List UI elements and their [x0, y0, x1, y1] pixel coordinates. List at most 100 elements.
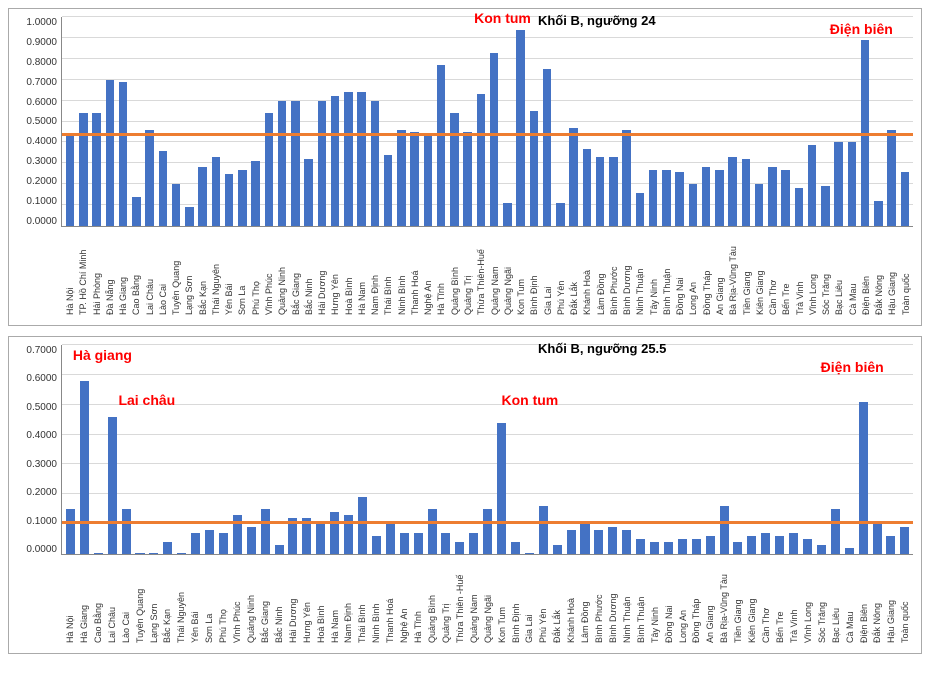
- bar-slot: [197, 17, 209, 226]
- bar-slot: [607, 17, 619, 226]
- bar: [463, 132, 472, 226]
- bar: [567, 530, 576, 554]
- x-tick-label: Kon Tum: [497, 555, 510, 645]
- x-tick-label: Hà Nam: [330, 555, 343, 645]
- y-tick-label: 0.3000: [26, 156, 57, 167]
- x-tick-label: Gia Lai: [524, 555, 537, 645]
- bar: [692, 539, 701, 554]
- bar: [135, 553, 144, 554]
- x-tick-label: Quảng Bình: [450, 227, 462, 317]
- x-tick-label: Đắk Lắk: [552, 555, 565, 645]
- bar: [874, 201, 883, 226]
- x-tick-label: Đà Nẵng: [105, 227, 117, 317]
- x-tick-label: Long An: [678, 555, 691, 645]
- x-tick-label: Trà Vinh: [795, 227, 807, 317]
- bar-slot: [64, 17, 76, 226]
- x-tick-label: Hà Tĩnh: [413, 555, 426, 645]
- bar: [702, 167, 711, 226]
- bar-slot: [329, 17, 341, 226]
- x-tick-label: Hà Nam: [357, 227, 369, 317]
- bar: [803, 539, 812, 554]
- bar-slot: [435, 17, 447, 226]
- x-tick-label: Thanh Hoá: [410, 227, 422, 317]
- x-tick-label: Tiền Giang: [742, 227, 754, 317]
- bar-slot: [872, 17, 884, 226]
- y-tick-label: 0.6000: [26, 373, 57, 384]
- x-tick-label: Bà Rịa-Vũng Tàu: [728, 227, 740, 317]
- bar-slot: [687, 17, 699, 226]
- bar-slot: [515, 17, 527, 226]
- x-tick-label: Hà Giang: [79, 555, 92, 645]
- bar: [569, 128, 578, 226]
- x-tick-label: Yên Bái: [190, 555, 203, 645]
- threshold-line: [62, 133, 913, 136]
- x-tick-label: Tuyên Quang: [135, 555, 148, 645]
- bar-slot: [740, 17, 752, 226]
- x-axis: Hà NộiHà GiangCao BằngLai ChâuLào CaiTuy…: [17, 555, 913, 645]
- bar: [205, 530, 214, 554]
- bar: [238, 170, 247, 226]
- bar: [664, 542, 673, 554]
- x-tick-label: Quảng Ninh: [246, 555, 259, 645]
- x-tick-label: Long An: [688, 227, 700, 317]
- bar: [106, 80, 115, 226]
- bar-slot: [674, 17, 686, 226]
- bar-slot: [780, 17, 792, 226]
- bar-slot: [422, 17, 434, 226]
- bar: [331, 96, 340, 226]
- x-tick-label: Hưng Yên: [330, 227, 342, 317]
- y-tick-label: 0.8000: [26, 57, 57, 68]
- bar: [886, 536, 895, 554]
- chart-body: 1.00000.90000.80000.70000.60000.50000.40…: [17, 17, 913, 227]
- bar: [689, 184, 698, 226]
- x-axis: Hà NộiTP. Hồ Chí MinhHải PhòngĐà NẵngHà …: [17, 227, 913, 317]
- chart-body: 0.70000.60000.50000.40000.30000.20000.10…: [17, 345, 913, 555]
- x-tick-label: Tây Ninh: [650, 555, 663, 645]
- charts-container: Khối B, ngưỡng 24Kon tumĐiện biên1.00000…: [8, 8, 922, 654]
- bar: [219, 533, 228, 554]
- x-tick-label: Quảng Nam: [490, 227, 502, 317]
- x-tick-label: Bắc Kạn: [162, 555, 175, 645]
- bar-slot: [660, 17, 672, 226]
- x-tick-label: Bình Thuận: [662, 227, 674, 317]
- y-tick-label: 0.1000: [26, 196, 57, 207]
- x-tick-label: Quảng Trị: [463, 227, 475, 317]
- bar: [834, 142, 843, 226]
- bar: [636, 193, 645, 226]
- bar: [675, 172, 684, 226]
- x-tick-label: Phú Yên: [538, 555, 551, 645]
- y-tick-label: 0.4000: [26, 136, 57, 147]
- bar-slot: [833, 17, 845, 226]
- x-tick-label: Thái Bình: [383, 227, 395, 317]
- x-tick-label: Bạc Liêu: [831, 555, 844, 645]
- x-tick-label: Bắc Giang: [260, 555, 273, 645]
- x-tick-label: Trà Vinh: [789, 555, 802, 645]
- bar: [622, 130, 631, 226]
- bar: [781, 170, 790, 226]
- bar: [469, 533, 478, 554]
- bar: [358, 497, 367, 554]
- plot-area: [61, 345, 913, 555]
- x-tick-label: Gia Lai: [543, 227, 555, 317]
- bar: [649, 170, 658, 226]
- bar: [79, 113, 88, 226]
- bar: [304, 159, 313, 226]
- x-tick-label: Bình Dương: [608, 555, 621, 645]
- bar-slot: [647, 17, 659, 226]
- bar-slot: [581, 17, 593, 226]
- x-tick-label: Toàn quốc: [901, 227, 913, 317]
- bar-slot: [713, 17, 725, 226]
- bar-slot: [303, 17, 315, 226]
- x-tick-label: Thái Nguyên: [176, 555, 189, 645]
- bar: [291, 101, 300, 226]
- bar-slot: [130, 17, 142, 226]
- x-tick-label: Phú Thọ: [251, 227, 263, 317]
- y-tick-label: 0.0000: [26, 544, 57, 555]
- x-tick-label: Sóc Trăng: [817, 555, 830, 645]
- bar: [177, 553, 186, 554]
- x-tick-label: Quảng Ngãi: [503, 227, 515, 317]
- y-tick-label: 0.5000: [26, 116, 57, 127]
- x-tick-label: Hoà Bình: [344, 227, 356, 317]
- bar: [397, 130, 406, 226]
- x-tick-label: Thái Bình: [357, 555, 370, 645]
